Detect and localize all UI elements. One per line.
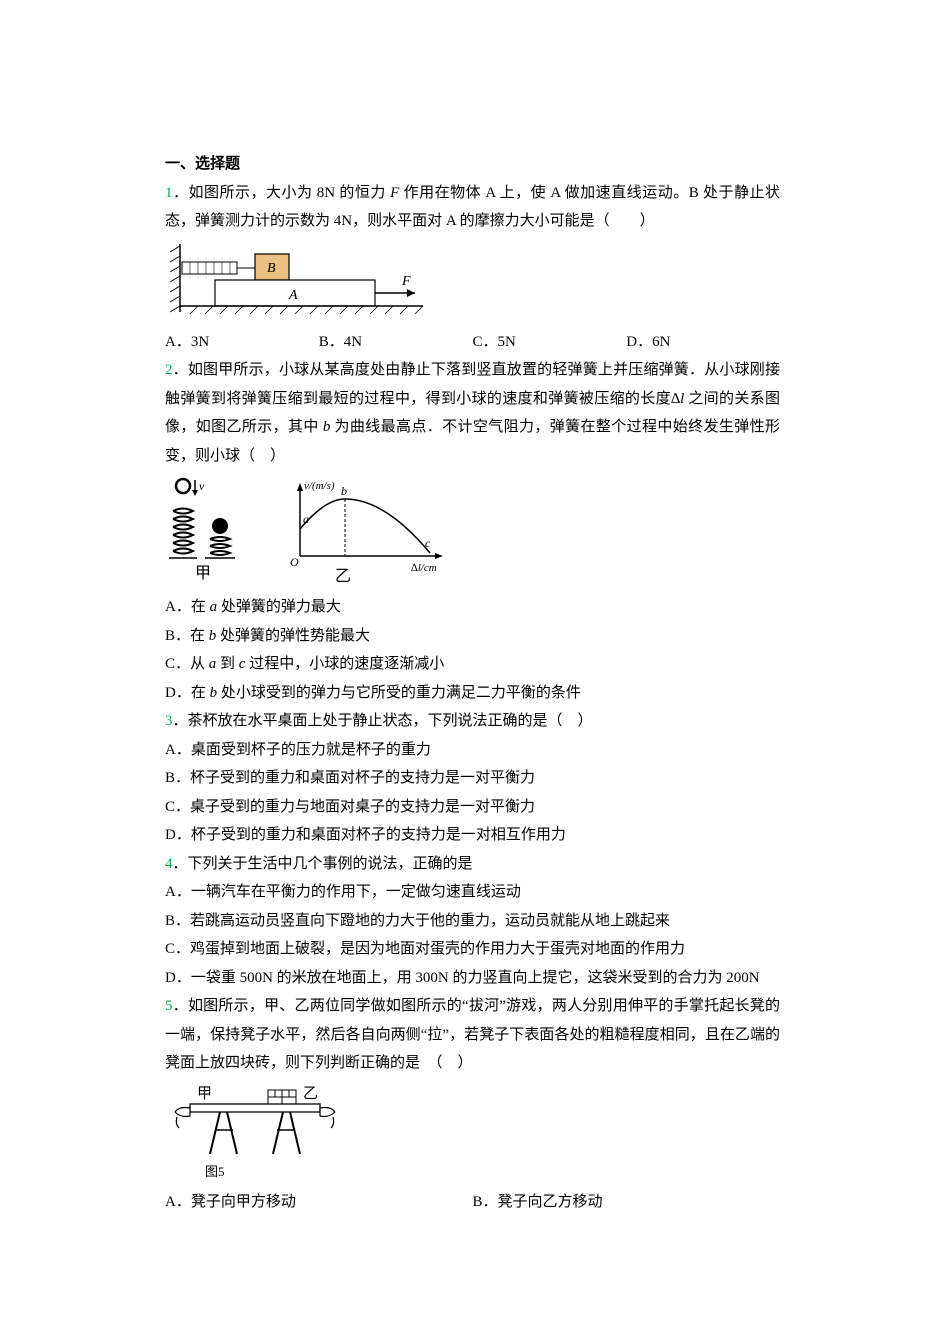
- q3-opt-a: A．桌面受到杯子的压力就是杯子的重力: [165, 736, 780, 765]
- q1-number: 1: [165, 185, 173, 201]
- q1-stem-a: ．如图所示，大小为 8N 的恒力: [173, 185, 391, 201]
- q4-opt-c: C．鸡蛋掉到地面上破裂，是因为地面对蛋壳的作用力大于蛋壳对地面的作用力: [165, 935, 780, 964]
- q5-opt-a: A．凳子向甲方移动: [165, 1188, 473, 1217]
- page: 一、选择题 1．如图所示，大小为 8N 的恒力 F 作用在物体 A 上，使 A …: [0, 0, 945, 1337]
- q4-stem: ．下列关于生活中几个事例的说法，正确的是: [173, 856, 473, 872]
- q2-fig-xaxis: ∆l/cm: [411, 562, 437, 574]
- q5-options: A．凳子向甲方移动 B．凳子向乙方移动: [165, 1188, 780, 1217]
- q4-number: 4: [165, 856, 173, 872]
- q1-options: A．3N B．4N C．5N D．6N: [165, 328, 780, 357]
- q4-opt-b: B．若跳高运动员竖直向下蹬地的力大于他的重力，运动员就能从地上跳起来: [165, 907, 780, 936]
- q2-opt-d: D．在 b 处小球受到的弹力与它所受的重力满足二力平衡的条件: [165, 679, 780, 708]
- q2-opt-c: C．从 a 到 c 过程中，小球的速度逐渐减小: [165, 650, 780, 679]
- q5-number: 5: [165, 998, 173, 1014]
- q1-figure: B A F: [165, 242, 780, 324]
- q2-fig-yaxis: v/(m/s): [304, 480, 335, 492]
- q2-fig-ptb: b: [341, 484, 347, 498]
- q3-opt-c: C．桌子受到的重力与地面对桌子的支持力是一对平衡力: [165, 793, 780, 822]
- section-title: 一、选择题: [165, 150, 780, 179]
- q5-opt-b: B．凳子向乙方移动: [473, 1188, 781, 1217]
- q2-fig-ptc: c: [425, 536, 431, 550]
- q3-number: 3: [165, 713, 173, 729]
- q2-opt-a: A．在 a 处弹簧的弹力最大: [165, 593, 780, 622]
- q2-figure: v 甲 v/(m/s) ∆l/cm: [165, 476, 780, 591]
- question-2: 2．如图甲所示，小球从某高度处由静止下落到竖直放置的轻弹簧上并压缩弹簧．从小球刚…: [165, 356, 780, 470]
- q1-fig-label-F: F: [401, 274, 411, 289]
- q5-stem: ．如图所示，甲、乙两位同学做如图所示的“拔河”游戏，两人分别用伸平的手掌托起长凳…: [165, 998, 780, 1071]
- q5-fig-jia: 甲: [197, 1086, 212, 1102]
- q1-fig-label-B: B: [267, 261, 276, 276]
- question-5: 5．如图所示，甲、乙两位同学做如图所示的“拔河”游戏，两人分别用伸平的手掌托起长…: [165, 992, 780, 1078]
- q2-number: 2: [165, 362, 173, 378]
- q2-fig-origin: O: [290, 555, 299, 569]
- q2-opt-b: B．在 b 处弹簧的弹性势能最大: [165, 622, 780, 651]
- q2-options: A．在 a 处弹簧的弹力最大 B．在 b 处弹簧的弹性势能最大 C．从 a 到 …: [165, 593, 780, 707]
- question-4: 4．下列关于生活中几个事例的说法，正确的是: [165, 850, 780, 879]
- q2-fig-v: v: [199, 479, 205, 493]
- q1-opt-a: A．3N: [165, 328, 319, 357]
- question-1: 1．如图所示，大小为 8N 的恒力 F 作用在物体 A 上，使 A 做加速直线运…: [165, 179, 780, 236]
- q2-fig-pta: a: [303, 512, 309, 526]
- q4-opt-d: D．一袋重 500N 的米放在地面上，用 300N 的力竖直向上提它，这袋米受到…: [165, 964, 780, 993]
- question-3: 3．茶杯放在水平桌面上处于静止状态，下列说法正确的是（ ）: [165, 707, 780, 736]
- q4-opt-a: A．一辆汽车在平衡力的作用下，一定做匀速直线运动: [165, 878, 780, 907]
- q3-opt-b: B．杯子受到的重力和桌面对杯子的支持力是一对平衡力: [165, 764, 780, 793]
- q5-fig-yi: 乙: [303, 1086, 318, 1102]
- q1-opt-c: C．5N: [473, 328, 627, 357]
- q5-fig-caption: 图5: [205, 1164, 225, 1179]
- q2-fig-yi: 乙: [335, 568, 351, 585]
- q3-stem: ．茶杯放在水平桌面上处于静止状态，下列说法正确的是（ ）: [173, 713, 593, 729]
- q1-var-F: F: [390, 185, 399, 201]
- q2-fig-jia: 甲: [195, 565, 211, 582]
- q5-figure: 甲 乙 图5: [165, 1084, 780, 1184]
- q3-opt-d: D．杯子受到的重力和桌面对杯子的支持力是一对相互作用力: [165, 821, 780, 850]
- q1-opt-b: B．4N: [319, 328, 473, 357]
- q1-fig-label-A: A: [288, 288, 298, 303]
- q1-opt-d: D．6N: [626, 328, 780, 357]
